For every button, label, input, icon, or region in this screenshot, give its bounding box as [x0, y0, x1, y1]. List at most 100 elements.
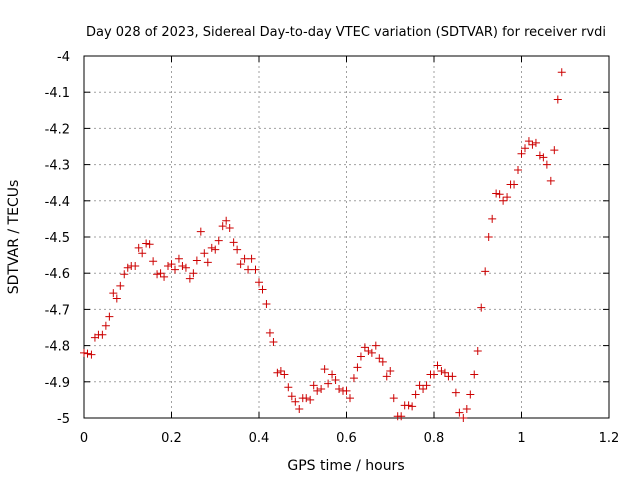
- data-point: [87, 350, 96, 359]
- data-point: [207, 243, 216, 252]
- data-point: [269, 337, 278, 346]
- data-point: [539, 153, 548, 162]
- data-point: [153, 270, 162, 279]
- data-point: [448, 372, 457, 381]
- chart-title: Day 028 of 2023, Sidereal Day-to-day VTE…: [86, 25, 606, 40]
- data-point: [167, 260, 176, 269]
- data-point: [203, 258, 212, 267]
- data-point: [503, 193, 512, 202]
- data-point: [189, 269, 198, 278]
- y-tick-label: -4.5: [45, 231, 70, 246]
- data-point: [437, 366, 446, 375]
- data-point: [214, 236, 223, 245]
- data-point: [251, 265, 260, 274]
- data-point: [389, 394, 398, 403]
- data-point: [320, 365, 329, 374]
- grid: [84, 56, 609, 418]
- data-point: [477, 303, 486, 312]
- data-point: [255, 278, 263, 287]
- data-point: [302, 394, 311, 403]
- data-point: [317, 385, 326, 394]
- data-point: [535, 151, 544, 160]
- x-tick-label: 0: [80, 431, 88, 446]
- data-point: [222, 216, 231, 225]
- data-point: [98, 330, 107, 339]
- data-point: [185, 274, 194, 283]
- data-point: [375, 354, 384, 363]
- y-tick-label: -4.3: [45, 159, 70, 174]
- data-point: [492, 189, 501, 198]
- data-point: [499, 196, 508, 205]
- data-point: [484, 233, 493, 241]
- data-point: [247, 254, 256, 263]
- data-point: [386, 366, 395, 375]
- x-tick-label: 0.8: [424, 431, 445, 446]
- data-point: [174, 254, 183, 263]
- data-point: [291, 397, 300, 406]
- data-point: [105, 312, 114, 321]
- data-point: [236, 260, 245, 269]
- data-point: [415, 381, 424, 390]
- data-point: [229, 238, 238, 247]
- data-point: [265, 328, 274, 337]
- data-point: [101, 321, 110, 330]
- data-point: [112, 294, 121, 303]
- y-axis-label: SDTVAR / TECUs: [6, 180, 22, 295]
- data-point: [553, 95, 562, 104]
- data-point: [120, 270, 129, 279]
- data-point: [196, 227, 205, 236]
- y-tick-label: -4.4: [45, 195, 70, 210]
- data-point: [342, 386, 351, 395]
- data-point: [123, 263, 132, 272]
- data-point: [331, 375, 340, 384]
- data-point: [156, 269, 165, 278]
- data-point: [430, 370, 438, 379]
- data-point: [397, 412, 406, 421]
- data-point: [313, 386, 322, 395]
- data-point: [411, 390, 420, 399]
- data-point: [470, 370, 479, 379]
- data-point: [514, 166, 522, 175]
- data-point: [517, 149, 526, 158]
- data-point: [495, 190, 504, 199]
- data-point: [211, 245, 220, 254]
- x-axis-label: GPS time / hours: [287, 458, 404, 474]
- data-point: [200, 249, 209, 258]
- data-point: [142, 239, 151, 248]
- data-point: [488, 214, 497, 223]
- data-point: [192, 256, 201, 265]
- data-point: [218, 222, 227, 231]
- data-point: [284, 383, 293, 392]
- data-point: [276, 366, 285, 375]
- data-point: [181, 263, 190, 272]
- data-point: [408, 402, 417, 411]
- data-point: [459, 414, 468, 422]
- data-point: [309, 381, 318, 390]
- data-point: [404, 401, 413, 410]
- x-tick-label: 0.6: [336, 431, 357, 446]
- y-tick-label: -4: [57, 50, 70, 65]
- data-point: [510, 180, 519, 189]
- data-point: [240, 254, 249, 263]
- y-tick-label: -4.2: [45, 122, 70, 137]
- data-point: [149, 257, 158, 266]
- data-point: [371, 341, 380, 350]
- data-point: [280, 370, 289, 379]
- data-point: [262, 299, 271, 308]
- data-point: [356, 352, 365, 361]
- data-point: [360, 343, 369, 352]
- data-point: [295, 404, 304, 413]
- data-points: [80, 68, 566, 422]
- data-point: [364, 347, 373, 356]
- data-point: [306, 395, 315, 404]
- data-point: [528, 140, 537, 149]
- y-tick-label: -4.9: [45, 376, 70, 391]
- data-point: [178, 261, 187, 270]
- data-point: [164, 261, 172, 270]
- data-point: [419, 385, 428, 394]
- data-point: [328, 370, 337, 379]
- x-tick-label: 1: [517, 431, 525, 446]
- data-point: [531, 138, 540, 147]
- x-tick-label: 0.2: [161, 431, 182, 446]
